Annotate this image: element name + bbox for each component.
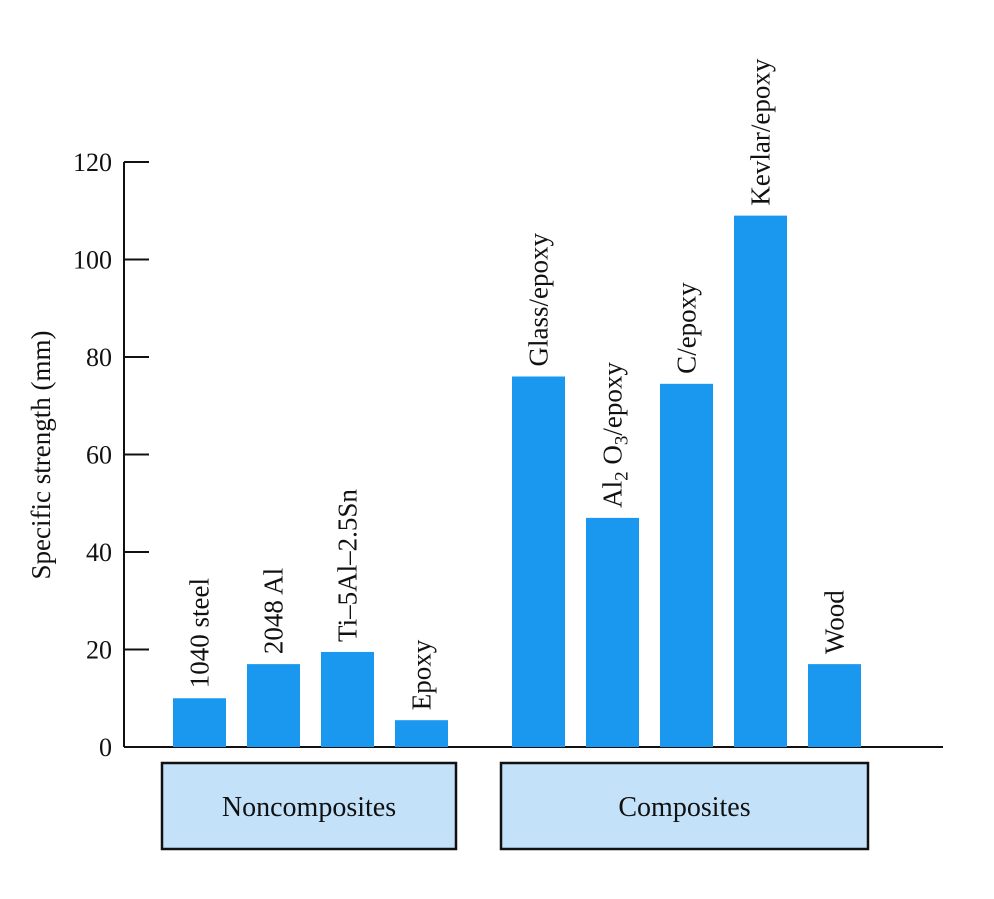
- bar-ti-5al-2-5sn: [321, 651, 374, 747]
- bars: [173, 215, 861, 747]
- bar-label-kevlar-epoxy: Kevlar/epoxy: [746, 58, 776, 205]
- y-tick-label: 20: [86, 636, 112, 665]
- bar-label-ti-5al-2-5sn: Ti–5Al–2.5Sn: [333, 489, 363, 642]
- bar-labels: 1040 steel 2048 Al Ti–5Al–2.5Sn Epoxy Glass/…: [185, 58, 850, 710]
- y-tick-label: 60: [86, 441, 112, 470]
- bar-label-epoxy: Epoxy: [407, 639, 437, 710]
- bar-label-2048-al: 2048 Al: [259, 568, 289, 654]
- y-tick-label: 100: [73, 246, 112, 275]
- group-label-composites: Composites: [618, 792, 750, 823]
- y-axis-label: Specific strength (mm): [26, 331, 56, 580]
- bar-label-al2-o3-epoxy: Al2 O3/epoxy: [598, 362, 633, 508]
- bar-kevlar-epoxy: [734, 215, 787, 747]
- bar-label-c-epoxy: C/epoxy: [672, 282, 702, 374]
- bar-epoxy: [395, 720, 448, 747]
- bar-wood: [808, 664, 861, 747]
- bar-c-epoxy: [660, 383, 713, 747]
- y-tick-label: 0: [99, 733, 112, 762]
- bar-1040-steel: [173, 698, 226, 747]
- y-tick-label: 120: [73, 148, 112, 177]
- bar-label-glass-epoxy: Glass/epoxy: [524, 233, 554, 367]
- y-tick-label: 40: [86, 538, 112, 567]
- y-tick-label: 80: [86, 343, 112, 372]
- group-label-noncomposites: Noncomposites: [222, 792, 396, 823]
- bar-al2-o3-epoxy: [586, 517, 639, 747]
- y-axis: 0 20 40 60 80 100 120: [73, 148, 149, 762]
- bar-label-wood: Wood: [820, 590, 850, 654]
- group-labels: Noncomposites Composites: [160, 761, 870, 851]
- group-box-noncomposites: [160, 761, 458, 851]
- group-box-composites: [499, 761, 870, 851]
- bar-label-1040-steel: 1040 steel: [185, 578, 215, 688]
- bar-glass-epoxy: [512, 376, 565, 747]
- bar-2048-al: [247, 664, 300, 747]
